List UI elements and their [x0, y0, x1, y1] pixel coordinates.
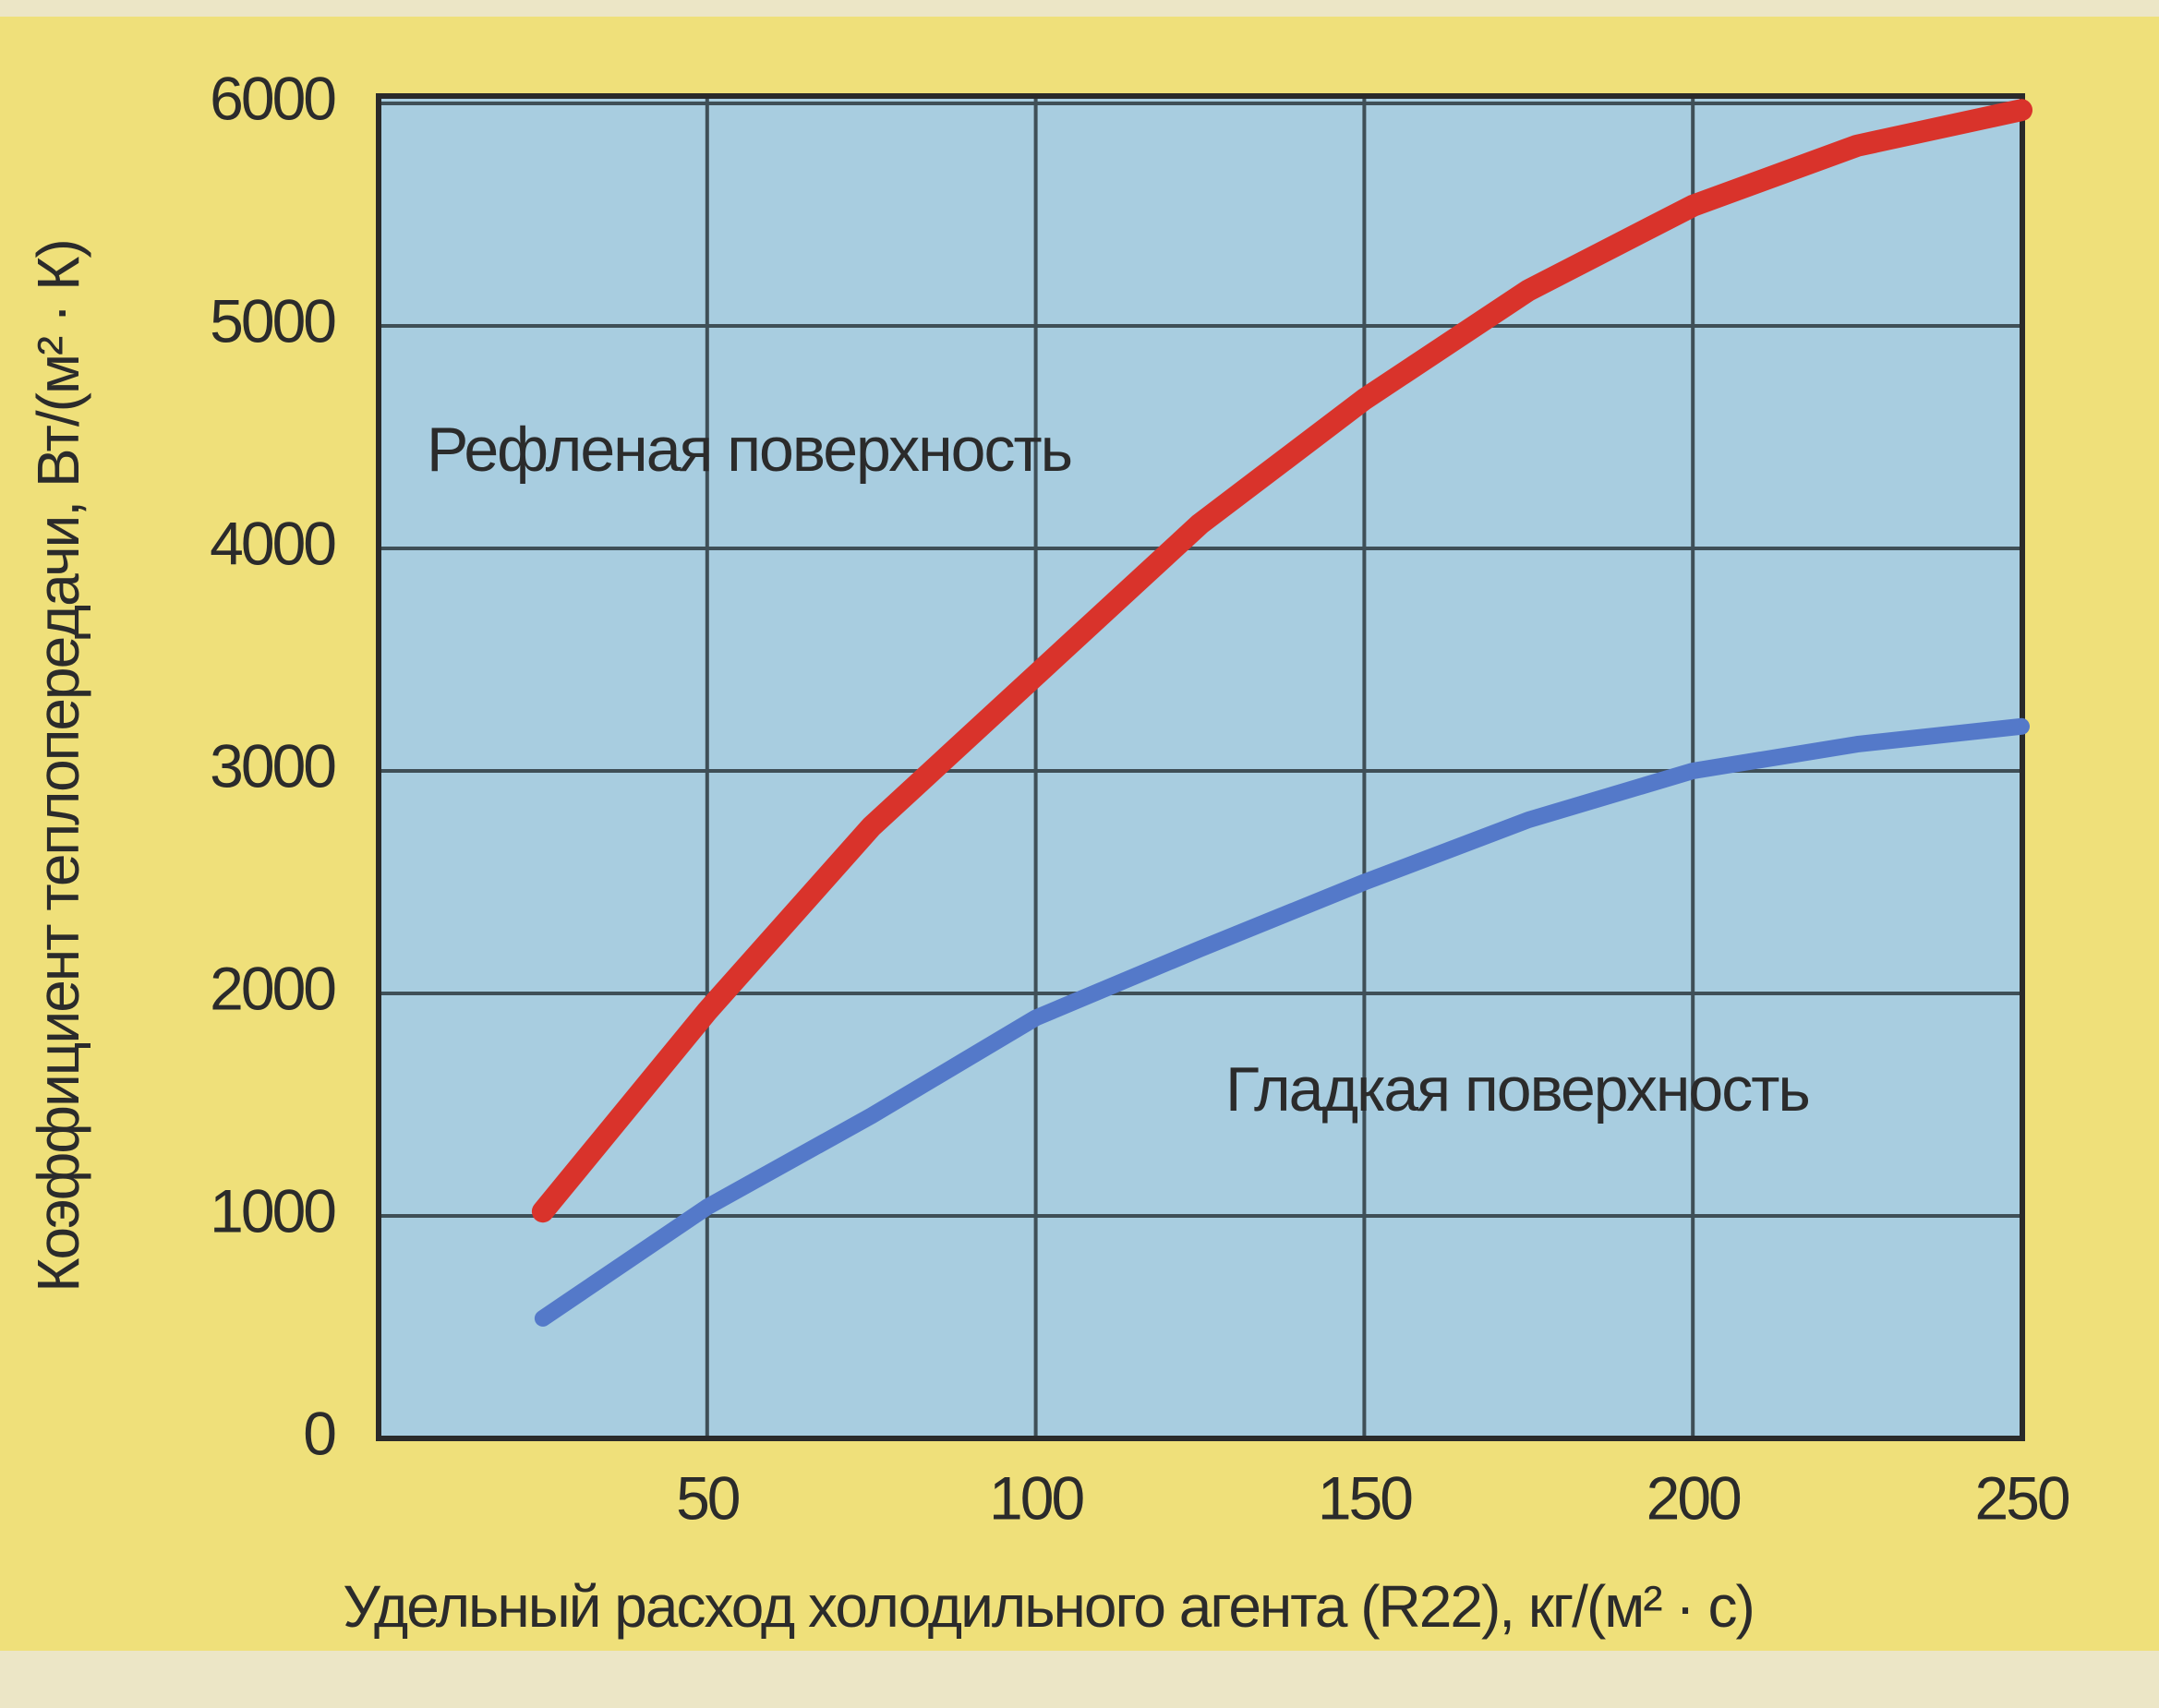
y-tick-label: 5000 [210, 286, 335, 355]
series-label: Рефленая поверхность [427, 415, 1071, 485]
x-axis-label: Удельный расход холодильного агента (R22… [343, 1573, 1754, 1640]
x-tick-label: 150 [1318, 1463, 1412, 1532]
series-line [531, 99, 2032, 1223]
y-tick-label: 3000 [210, 731, 335, 800]
y-tick-label: 6000 [210, 64, 335, 132]
x-tick-label: 50 [676, 1463, 740, 1532]
plot-area [379, 96, 2022, 1438]
x-tick-label: 100 [989, 1463, 1083, 1532]
x-tick-label: 250 [1974, 1463, 2069, 1532]
series-label: Гладкая поверхность [1225, 1054, 1809, 1125]
y-tick-label: 1000 [210, 1176, 335, 1245]
x-tick-label: 200 [1646, 1463, 1741, 1532]
y-tick-label: 0 [303, 1399, 335, 1467]
y-tick-label: 2000 [210, 954, 335, 1022]
plot-frame [376, 93, 2025, 1441]
y-axis-label: Коэффициент теплопередачи, Вт/(м² · К) [25, 240, 91, 1293]
series-line [534, 717, 2030, 1327]
y-tick-label: 4000 [210, 509, 335, 577]
